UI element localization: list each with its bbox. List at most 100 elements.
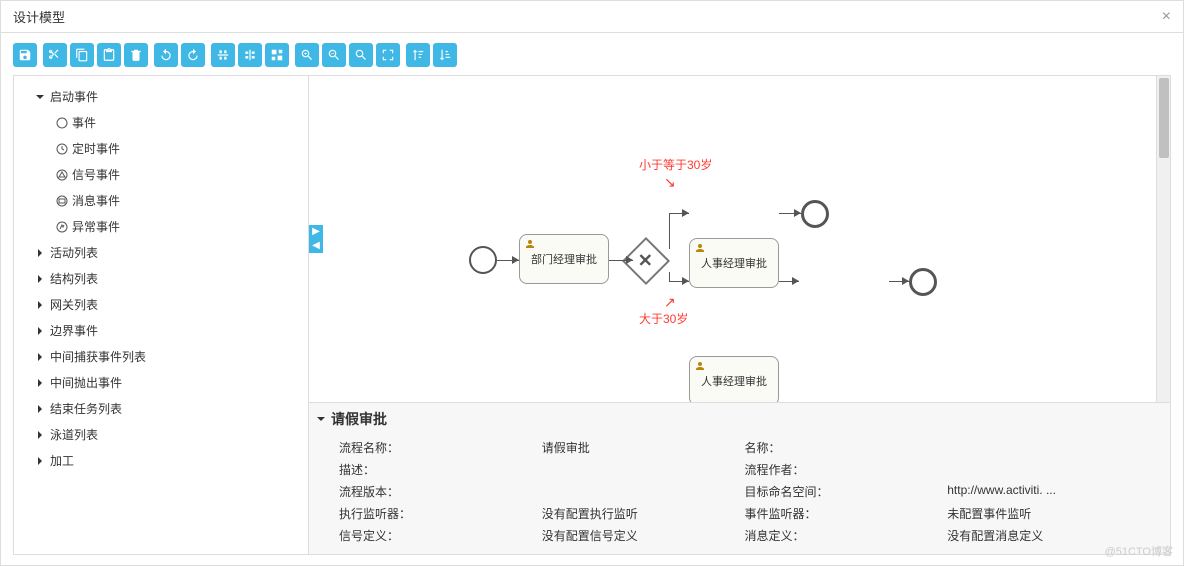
same-size-button[interactable] — [265, 43, 289, 67]
zoom-in-button[interactable] — [295, 43, 319, 67]
edge — [669, 272, 670, 281]
undo-button[interactable] — [154, 43, 178, 67]
user-task[interactable]: 部门经理审批 — [519, 234, 609, 284]
close-icon[interactable]: × — [1162, 8, 1171, 26]
task-label: 人事经理审批 — [701, 373, 767, 389]
palette-category-label: 活动列表 — [50, 244, 98, 262]
error-icon — [56, 221, 68, 233]
arrow-icon — [512, 256, 519, 264]
zoom-out-button[interactable] — [322, 43, 346, 67]
task-label: 部门经理审批 — [531, 251, 597, 267]
properties-title: 请假审批 — [331, 409, 387, 429]
caret-right-icon — [38, 379, 42, 387]
palette-category[interactable]: 结束任务列表 — [14, 396, 308, 422]
user-task[interactable]: 人事经理审批 — [689, 356, 779, 402]
palette-item-label: 信号事件 — [72, 166, 120, 184]
collapse-handle[interactable]: ▶ ◀ — [309, 225, 323, 253]
zoom-fit-button[interactable] — [376, 43, 400, 67]
palette-sidebar: 启动事件事件定时事件信号事件消息事件异常事件活动列表结构列表网关列表边界事件中间… — [14, 76, 309, 554]
property-value[interactable]: 没有配置信号定义 — [542, 527, 735, 544]
property-value[interactable]: 未配置事件监听 — [947, 505, 1140, 522]
modal-body: 启动事件事件定时事件信号事件消息事件异常事件活动列表结构列表网关列表边界事件中间… — [1, 33, 1183, 565]
scrollbar-thumb[interactable] — [1159, 78, 1169, 158]
caret-down-icon — [36, 95, 44, 99]
palette-item[interactable]: 异常事件 — [14, 214, 308, 240]
delete-button[interactable] — [124, 43, 148, 67]
caret-right-icon — [38, 405, 42, 413]
caret-right-icon — [38, 353, 42, 361]
canvas[interactable]: ▶ ◀ 部门经理审批✕人事经理审批人事经理审批分管总经理审批小于等于30岁↘大于… — [309, 76, 1170, 402]
caret-down-icon — [317, 417, 325, 421]
align-h-button[interactable] — [211, 43, 235, 67]
property-value[interactable]: http://www.activiti. ... — [947, 483, 1140, 500]
annotation-arrow-icon: ↗ — [664, 294, 676, 311]
palette-category[interactable]: 加工 — [14, 448, 308, 474]
align-v-button[interactable] — [238, 43, 262, 67]
palette-category-label: 中间抛出事件 — [50, 374, 122, 392]
canvas-wrap: ▶ ◀ 部门经理审批✕人事经理审批人事经理审批分管总经理审批小于等于30岁↘大于… — [309, 76, 1170, 554]
end-event[interactable] — [801, 200, 829, 228]
palette-category-label: 边界事件 — [50, 322, 98, 340]
properties-panel: 请假审批 流程名称：请假审批名称：描述：流程作者：流程版本：目标命名空间：htt… — [309, 402, 1170, 554]
property-value[interactable]: 没有配置执行监听 — [542, 505, 735, 522]
palette-category[interactable]: 中间抛出事件 — [14, 370, 308, 396]
paste-button[interactable] — [97, 43, 121, 67]
property-value[interactable] — [542, 483, 735, 500]
property-label: 流程名称： — [339, 439, 532, 456]
palette-item-label: 事件 — [72, 114, 96, 132]
expand-right-icon[interactable]: ▶ — [309, 225, 323, 239]
arrow-icon — [794, 209, 801, 217]
palette-category[interactable]: 泳道列表 — [14, 422, 308, 448]
property-value[interactable]: 没有配置消息定义 — [947, 527, 1140, 544]
timer-icon — [56, 143, 68, 155]
end-event[interactable] — [909, 268, 937, 296]
palette-category-label: 网关列表 — [50, 296, 98, 314]
start-event[interactable] — [469, 246, 497, 274]
property-value[interactable] — [542, 461, 735, 478]
palette-item[interactable]: 事件 — [14, 110, 308, 136]
gateway-x-icon: ✕ — [638, 251, 653, 272]
palette-category[interactable]: 网关列表 — [14, 292, 308, 318]
zoom-actual-button[interactable] — [349, 43, 373, 67]
save-button[interactable] — [13, 43, 37, 67]
caret-right-icon — [38, 301, 42, 309]
arrow-icon — [682, 209, 689, 217]
sort-desc-button[interactable] — [433, 43, 457, 67]
palette-category[interactable]: 活动列表 — [14, 240, 308, 266]
property-label: 事件监听器： — [745, 505, 938, 522]
arrow-icon — [626, 256, 633, 264]
property-label: 消息定义： — [745, 527, 938, 544]
palette-category[interactable]: 中间捕获事件列表 — [14, 344, 308, 370]
scrollbar[interactable] — [1156, 76, 1170, 402]
palette-category[interactable]: 结构列表 — [14, 266, 308, 292]
palette-category[interactable]: 边界事件 — [14, 318, 308, 344]
annotation-label: 小于等于30岁 — [639, 156, 712, 173]
watermark: @51CTO博客 — [1105, 543, 1173, 559]
user-task[interactable]: 人事经理审批 — [689, 238, 779, 288]
property-label: 描述： — [339, 461, 532, 478]
cut-button[interactable] — [43, 43, 67, 67]
copy-button[interactable] — [70, 43, 94, 67]
property-label: 流程作者： — [745, 461, 938, 478]
property-value[interactable]: 请假审批 — [542, 439, 735, 456]
property-label: 名称： — [745, 439, 938, 456]
palette-category[interactable]: 启动事件 — [14, 84, 308, 110]
palette-category-label: 结束任务列表 — [50, 400, 122, 418]
user-icon — [694, 360, 706, 372]
caret-right-icon — [38, 275, 42, 283]
redo-button[interactable] — [181, 43, 205, 67]
expand-left-icon[interactable]: ◀ — [309, 239, 323, 253]
palette-item[interactable]: 信号事件 — [14, 162, 308, 188]
caret-right-icon — [38, 249, 42, 257]
properties-grid: 流程名称：请假审批名称：描述：流程作者：流程版本：目标命名空间：http://w… — [309, 435, 1170, 554]
sort-asc-button[interactable] — [406, 43, 430, 67]
palette-item[interactable]: 消息事件 — [14, 188, 308, 214]
palette-category-label: 结构列表 — [50, 270, 98, 288]
message-icon — [56, 195, 68, 207]
arrow-icon — [682, 277, 689, 285]
property-value[interactable] — [947, 461, 1140, 478]
properties-header[interactable]: 请假审批 — [309, 403, 1170, 435]
property-value[interactable] — [947, 439, 1140, 456]
palette-item[interactable]: 定时事件 — [14, 136, 308, 162]
property-label: 信号定义： — [339, 527, 532, 544]
